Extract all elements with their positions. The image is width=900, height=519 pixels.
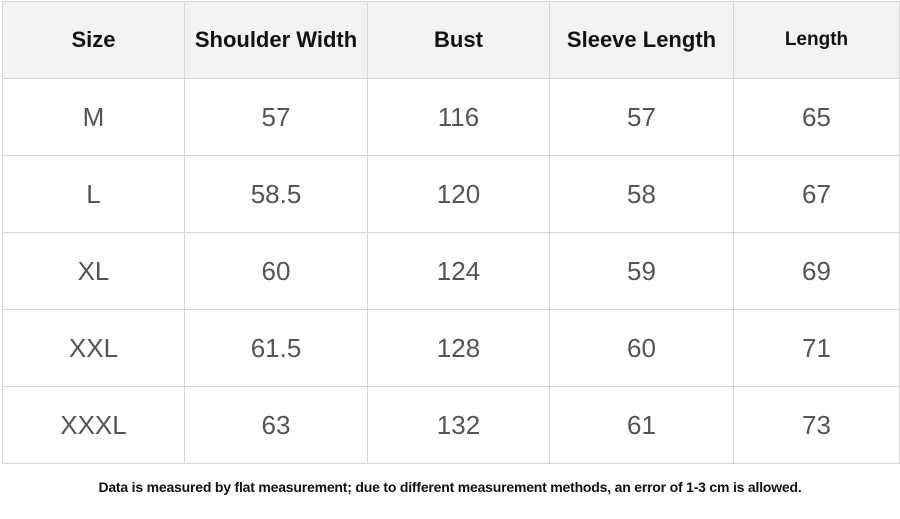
cell-shoulder-width: 61.5 <box>185 310 368 387</box>
cell-bust: 132 <box>368 387 550 464</box>
cell-length: 71 <box>734 310 900 387</box>
table-row: XXXL 63 132 61 73 <box>3 387 900 464</box>
cell-bust: 124 <box>368 233 550 310</box>
table-row: L 58.5 120 58 67 <box>3 156 900 233</box>
measurement-note: Data is measured by flat measurement; du… <box>98 479 802 495</box>
cell-sleeve-length: 57 <box>550 79 734 156</box>
cell-length: 65 <box>734 79 900 156</box>
cell-shoulder-width: 63 <box>185 387 368 464</box>
cell-bust: 120 <box>368 156 550 233</box>
header-sleeve-length: Sleeve Length <box>550 2 734 79</box>
cell-shoulder-width: 60 <box>185 233 368 310</box>
header-bust: Bust <box>368 2 550 79</box>
cell-size: XL <box>3 233 185 310</box>
cell-size: L <box>3 156 185 233</box>
cell-bust: 128 <box>368 310 550 387</box>
cell-shoulder-width: 57 <box>185 79 368 156</box>
cell-shoulder-width: 58.5 <box>185 156 368 233</box>
cell-sleeve-length: 58 <box>550 156 734 233</box>
cell-size: XXXL <box>3 387 185 464</box>
size-chart-table: Size Shoulder Width Bust Sleeve Length L… <box>2 1 900 464</box>
header-length: Length <box>734 2 900 79</box>
cell-sleeve-length: 59 <box>550 233 734 310</box>
header-shoulder-width: Shoulder Width <box>185 2 368 79</box>
cell-bust: 116 <box>368 79 550 156</box>
header-size: Size <box>3 2 185 79</box>
cell-size: XXL <box>3 310 185 387</box>
cell-length: 73 <box>734 387 900 464</box>
cell-length: 69 <box>734 233 900 310</box>
cell-length: 67 <box>734 156 900 233</box>
cell-sleeve-length: 60 <box>550 310 734 387</box>
cell-sleeve-length: 61 <box>550 387 734 464</box>
table-header-row: Size Shoulder Width Bust Sleeve Length L… <box>3 2 900 79</box>
cell-size: M <box>3 79 185 156</box>
table-row: XL 60 124 59 69 <box>3 233 900 310</box>
table-row: XXL 61.5 128 60 71 <box>3 310 900 387</box>
table-row: M 57 116 57 65 <box>3 79 900 156</box>
